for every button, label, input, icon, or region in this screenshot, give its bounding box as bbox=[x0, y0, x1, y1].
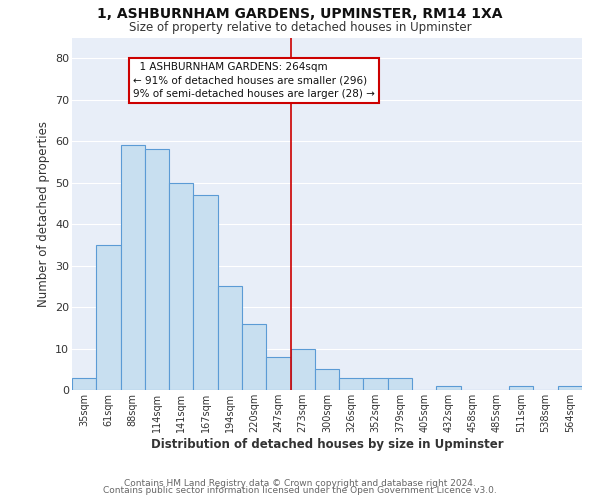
Bar bbox=[558, 386, 582, 390]
Text: 1, ASHBURNHAM GARDENS, UPMINSTER, RM14 1XA: 1, ASHBURNHAM GARDENS, UPMINSTER, RM14 1… bbox=[97, 8, 503, 22]
Bar bbox=[72, 378, 96, 390]
Text: Contains public sector information licensed under the Open Government Licence v3: Contains public sector information licen… bbox=[103, 486, 497, 495]
Bar bbox=[121, 146, 145, 390]
Bar bbox=[364, 378, 388, 390]
Bar bbox=[436, 386, 461, 390]
Bar bbox=[509, 386, 533, 390]
Bar bbox=[218, 286, 242, 390]
Bar bbox=[315, 370, 339, 390]
Text: 1 ASHBURNHAM GARDENS: 264sqm
← 91% of detached houses are smaller (296)
9% of se: 1 ASHBURNHAM GARDENS: 264sqm ← 91% of de… bbox=[133, 62, 374, 99]
Text: Size of property relative to detached houses in Upminster: Size of property relative to detached ho… bbox=[128, 21, 472, 34]
Bar bbox=[145, 150, 169, 390]
Bar bbox=[388, 378, 412, 390]
Bar bbox=[169, 182, 193, 390]
Bar bbox=[242, 324, 266, 390]
Y-axis label: Number of detached properties: Number of detached properties bbox=[37, 120, 50, 306]
Text: Contains HM Land Registry data © Crown copyright and database right 2024.: Contains HM Land Registry data © Crown c… bbox=[124, 478, 476, 488]
Bar bbox=[339, 378, 364, 390]
Bar bbox=[266, 357, 290, 390]
X-axis label: Distribution of detached houses by size in Upminster: Distribution of detached houses by size … bbox=[151, 438, 503, 450]
Bar bbox=[290, 348, 315, 390]
Bar bbox=[96, 245, 121, 390]
Bar bbox=[193, 195, 218, 390]
